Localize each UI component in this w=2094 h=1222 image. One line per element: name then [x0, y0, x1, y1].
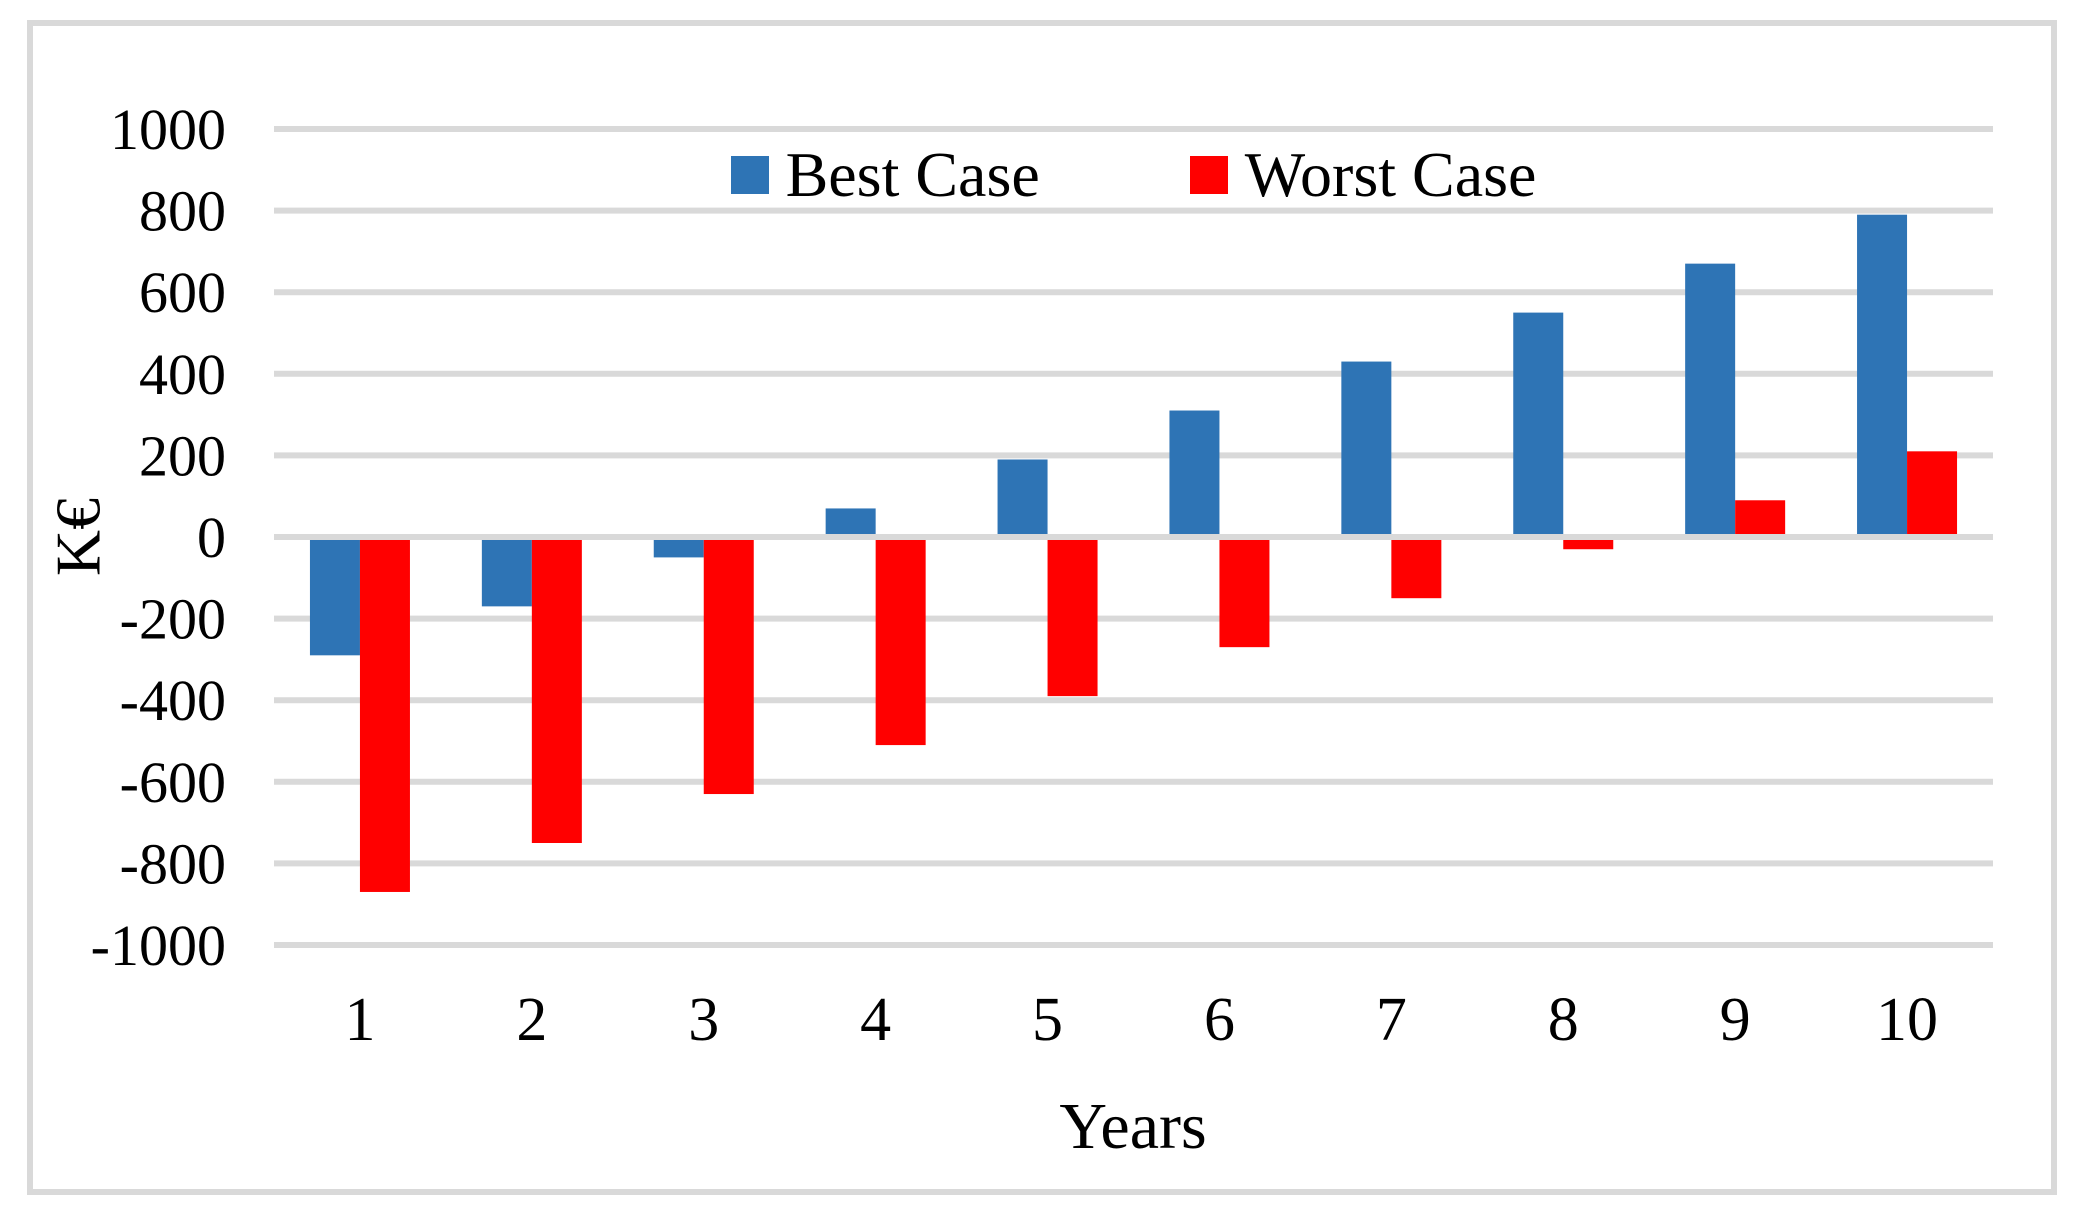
- bar-worst-case-year-6: [1219, 537, 1270, 648]
- y-tick-label-400: 400: [139, 342, 226, 407]
- y-tick-label--800: -800: [120, 831, 226, 896]
- x-tick-label-8: 8: [1548, 986, 1579, 1054]
- x-tick-label-5: 5: [1032, 986, 1063, 1054]
- x-axis-tick-labels: 1 2 3 4 5 6 7 8 9 10: [344, 986, 1938, 1054]
- x-tick-label-9: 9: [1720, 986, 1751, 1054]
- bar-best-case-year-2: [481, 537, 532, 607]
- x-tick-label-10: 10: [1876, 986, 1938, 1054]
- x-axis-title: Years: [1059, 1090, 1206, 1163]
- bar-best-case-year-9: [1685, 263, 1736, 537]
- bar-worst-case-year-10: [1907, 451, 1958, 537]
- bar-worst-case-year-3: [703, 537, 754, 795]
- bar-worst-case-year-9: [1735, 500, 1786, 537]
- x-tick-label-7: 7: [1376, 986, 1407, 1054]
- bar-best-case-year-1: [309, 537, 360, 656]
- y-tick-label-1000: 1000: [110, 97, 226, 162]
- x-tick-label-2: 2: [516, 986, 547, 1054]
- bar-worst-case-year-5: [1047, 537, 1098, 697]
- bar-best-case-year-7: [1341, 361, 1392, 537]
- y-tick-label--1000: -1000: [91, 913, 226, 978]
- bar-best-case-year-3: [653, 537, 704, 558]
- y-tick-label--200: -200: [120, 587, 226, 652]
- bar-best-case-year-10: [1857, 214, 1908, 537]
- x-tick-label-1: 1: [344, 986, 375, 1054]
- bar-worst-case-year-1: [359, 537, 410, 892]
- bar-worst-case-year-8: [1563, 537, 1614, 550]
- y-tick-label-800: 800: [139, 179, 226, 244]
- y-tick-label--600: -600: [120, 750, 226, 815]
- y-tick-label-600: 600: [139, 260, 226, 325]
- bar-worst-case-year-2: [531, 537, 582, 843]
- y-tick-label-200: 200: [139, 423, 226, 488]
- y-axis-title: K€: [43, 498, 114, 576]
- bar-best-case-year-6: [1169, 410, 1220, 537]
- bar-worst-case-year-4: [875, 537, 926, 746]
- bar-best-case-year-8: [1513, 312, 1564, 537]
- y-tick-label-0: 0: [197, 505, 226, 570]
- x-tick-label-3: 3: [688, 986, 719, 1054]
- x-tick-label-6: 6: [1204, 986, 1235, 1054]
- bar-series: [309, 214, 1958, 892]
- x-tick-label-4: 4: [860, 986, 891, 1054]
- y-tick-label--400: -400: [120, 668, 226, 733]
- bar-best-case-year-4: [825, 508, 876, 537]
- bar-worst-case-year-7: [1391, 537, 1442, 599]
- bar-best-case-year-5: [997, 459, 1048, 537]
- y-axis-tick-labels: 1000 800 600 400 200 0 -200 -400 -600 -800 -1000: [91, 97, 226, 978]
